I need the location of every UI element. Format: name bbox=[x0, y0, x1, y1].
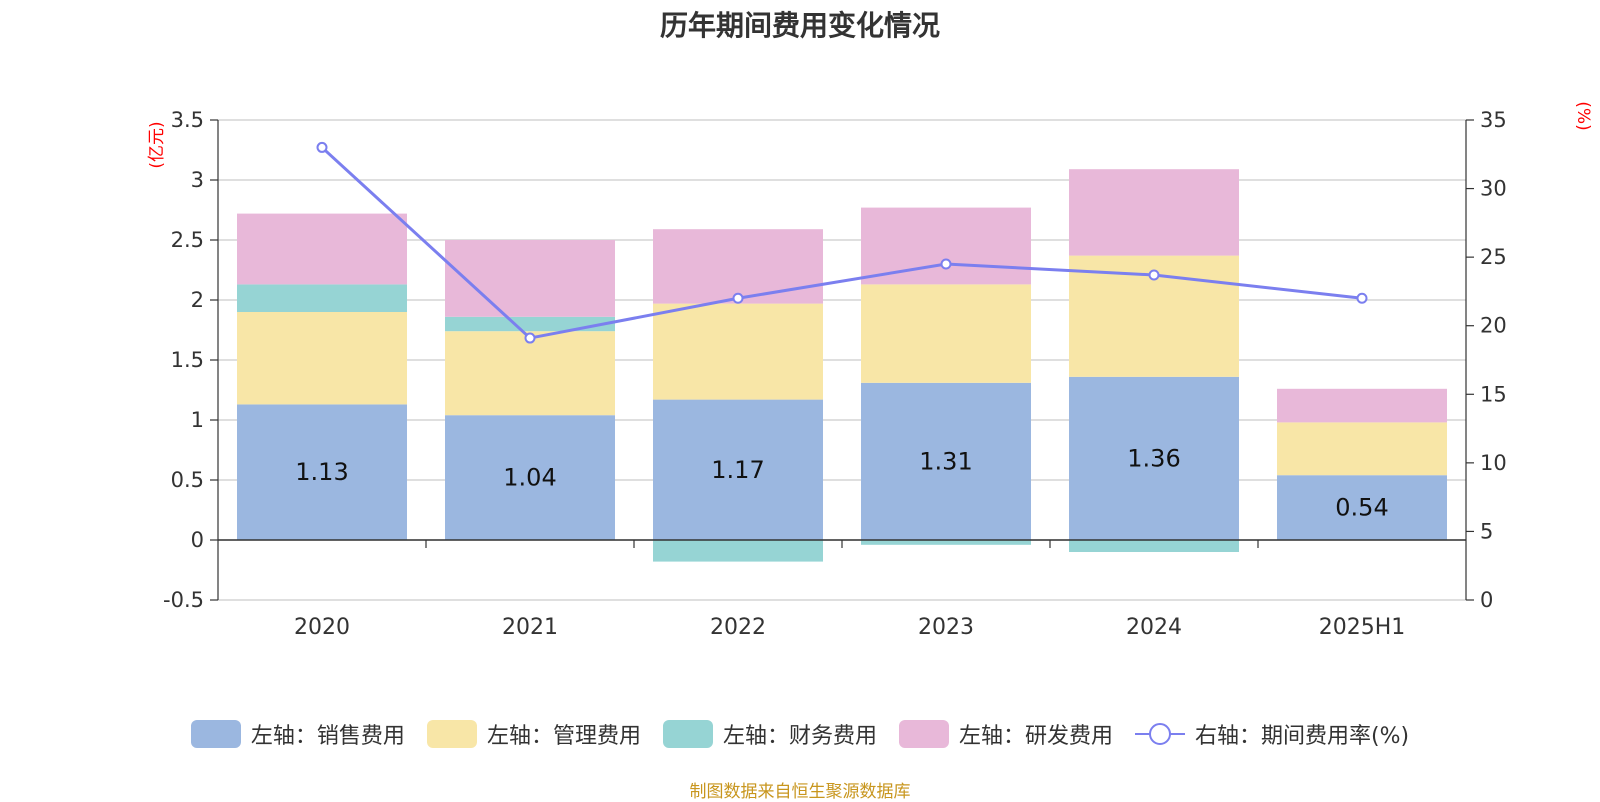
right-axis-unit: (%) bbox=[1573, 101, 1593, 130]
bar-segment-finance bbox=[237, 284, 407, 312]
bar-segment-sales bbox=[445, 415, 615, 540]
source-note: 制图数据来自恒生聚源数据库 bbox=[689, 782, 911, 802]
data-labels: 1.13 1.04 1.17 1.31 1.36 0.54 bbox=[295, 444, 1388, 521]
x-axis-category-label: 2021 bbox=[502, 615, 558, 640]
left-axis-tick-label: 2.5 bbox=[171, 228, 204, 252]
bar-segment-admin bbox=[653, 303, 823, 400]
bar-segment-admin bbox=[861, 284, 1031, 383]
legend-swatch bbox=[190, 720, 241, 748]
right-axis-tick-label: 5 bbox=[1480, 519, 1493, 543]
left-axis-tick-label: 2 bbox=[191, 288, 204, 312]
bar-series bbox=[237, 169, 1447, 562]
x-axis-category-label: 2025H1 bbox=[1319, 615, 1406, 640]
bar-segment-admin bbox=[445, 331, 615, 416]
legend-label: 左轴：研发费用 bbox=[958, 724, 1113, 749]
legend-label: 左轴：财务费用 bbox=[722, 724, 877, 749]
sales-value-label: 1.04 bbox=[503, 464, 556, 492]
x-axis-category-label: 2020 bbox=[294, 615, 350, 640]
sales-value-label: 1.36 bbox=[1127, 444, 1180, 472]
x-axis-category-label: 2022 bbox=[710, 615, 766, 640]
right-axis-tick-label: 15 bbox=[1480, 382, 1507, 406]
bar-segment-admin bbox=[1277, 422, 1447, 476]
right-axis-tick-label: 25 bbox=[1480, 245, 1507, 269]
rate-line-series bbox=[316, 141, 1368, 344]
x-axis-category-label: 2024 bbox=[1126, 615, 1182, 640]
sales-value-label: 1.31 bbox=[919, 447, 972, 475]
legend: 左轴：销售费用 左轴：管理费用 左轴：财务费用 左轴：研发费用 右轴：期间费用率(%) bbox=[0, 718, 1600, 750]
right-axis-tick-label: 20 bbox=[1480, 314, 1507, 338]
bar-segment-finance bbox=[861, 540, 1031, 545]
legend-label: 左轴：管理费用 bbox=[486, 724, 641, 749]
right-axis-tick-label: 0 bbox=[1480, 588, 1493, 612]
legend-item[interactable]: 左轴：财务费用 bbox=[662, 718, 877, 750]
axes: 3.5 3 2.5 2 1.5 1 0.5 0 -0.5 35 30 25 20 15 10 5 0 2020 20… bbox=[163, 108, 1507, 640]
sales-value-label: 1.13 bbox=[295, 458, 348, 486]
legend-swatch bbox=[426, 720, 477, 748]
right-axis-tick-label: 30 bbox=[1480, 177, 1507, 201]
rate-line bbox=[320, 146, 1363, 340]
chart-canvas: 3.5 3 2.5 2 1.5 1 0.5 0 -0.5 35 30 25 20 15 10 5 0 2020 20… bbox=[147, 101, 1593, 640]
rate-point bbox=[316, 141, 328, 153]
legend-swatch bbox=[662, 720, 713, 748]
bar-segment-sales bbox=[861, 382, 1031, 540]
sales-value-label: 1.17 bbox=[711, 456, 764, 484]
left-axis-tick-label: 0.5 bbox=[171, 468, 204, 492]
legend-item[interactable]: 左轴：研发费用 bbox=[898, 718, 1113, 750]
rate-point bbox=[940, 258, 952, 270]
left-axis-tick-label: 3 bbox=[191, 168, 204, 192]
bar-segment-rnd bbox=[237, 213, 407, 285]
left-axis-tick-label: -0.5 bbox=[163, 588, 204, 612]
bar-segment-rnd bbox=[445, 240, 615, 317]
legend-item[interactable]: 右轴：期间费用率(%) bbox=[1134, 718, 1410, 750]
bar-segment-rnd bbox=[1277, 388, 1447, 423]
left-axis-unit: (亿元) bbox=[147, 121, 167, 168]
legend-item[interactable]: 左轴：销售费用 bbox=[190, 718, 405, 750]
bar-segment-finance bbox=[653, 540, 823, 562]
left-axis-tick-label: 1.5 bbox=[171, 348, 204, 372]
sales-value-label: 0.54 bbox=[1335, 494, 1388, 522]
rate-point bbox=[732, 292, 744, 304]
bar-segment-sales bbox=[653, 399, 823, 540]
legend-label: 右轴：期间费用率(%) bbox=[1194, 724, 1410, 749]
bar-segment-sales bbox=[1277, 475, 1447, 540]
right-axis-tick-label: 35 bbox=[1480, 108, 1507, 132]
bar-segment-finance bbox=[445, 316, 615, 332]
bar-segment-admin bbox=[237, 312, 407, 405]
rate-point bbox=[1148, 269, 1160, 281]
rate-point bbox=[524, 332, 536, 344]
rate-point bbox=[1356, 292, 1368, 304]
left-axis-tick-label: 0 bbox=[191, 528, 204, 552]
bar-segment-sales bbox=[237, 404, 407, 540]
right-axis-tick-label: 10 bbox=[1480, 451, 1507, 475]
legend-swatch bbox=[1134, 723, 1185, 745]
bar-segment-sales bbox=[1069, 376, 1239, 540]
legend-label: 左轴：销售费用 bbox=[250, 724, 405, 749]
legend-swatch bbox=[898, 720, 949, 748]
chart-title: 历年期间费用变化情况 bbox=[659, 9, 940, 42]
bar-segment-rnd bbox=[1069, 169, 1239, 256]
x-axis-category-label: 2023 bbox=[918, 615, 974, 640]
bar-segment-finance bbox=[1069, 540, 1239, 552]
left-axis-tick-label: 1 bbox=[191, 408, 204, 432]
bar-segment-rnd bbox=[861, 207, 1031, 285]
left-axis-tick-label: 3.5 bbox=[171, 108, 204, 132]
legend-item[interactable]: 左轴：管理费用 bbox=[426, 718, 641, 750]
bar-segment-rnd bbox=[653, 229, 823, 304]
